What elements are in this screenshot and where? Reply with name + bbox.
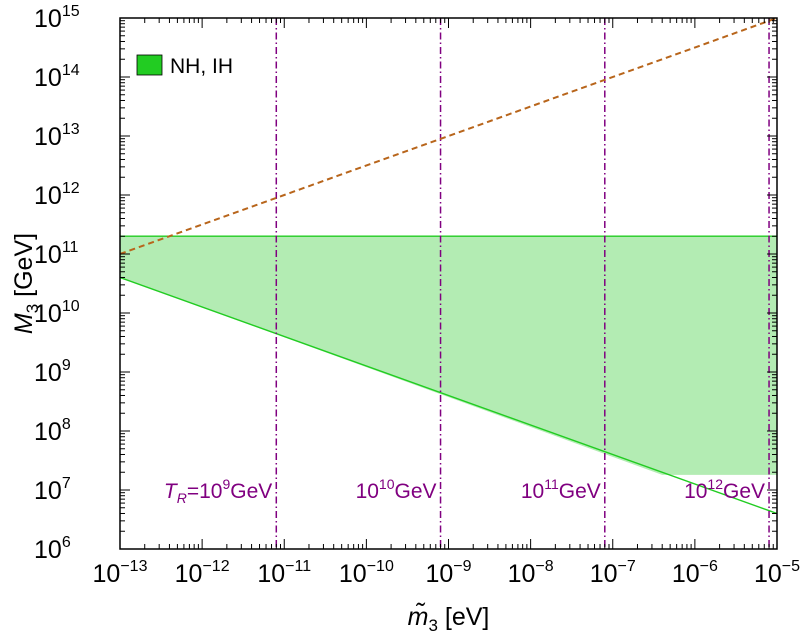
tick-labels: 10−13 10−12 10−11 10−10 10−9 10−8 10−7 10−6 10−5… (34, 3, 800, 588)
x-tick-label-4: 10−9 (425, 558, 471, 588)
x-tick-label-0: 10−13 (93, 558, 148, 588)
axis-ticks (119, 17, 778, 550)
legend-label: NH, IH (170, 55, 233, 78)
y-tick-label-5: 1011 (34, 239, 79, 269)
region-lower-boundary (120, 276, 777, 515)
y-axis-title: M3 [GeV] (10, 233, 42, 334)
tr-label-3: 1012GeV (684, 476, 765, 503)
x-axis-title: m̃3 [eV] (408, 603, 490, 635)
y-tick-label-6: 1012 (34, 180, 80, 210)
legend: NH, IH (136, 54, 233, 78)
tr-label-0: TR=109GeV (164, 476, 272, 506)
x-tick-label-5: 10−8 (508, 558, 554, 588)
y-tick-label-2: 108 (34, 416, 71, 446)
tr-label-1: 1010GeV (356, 476, 437, 503)
legend-swatch (136, 54, 163, 76)
x-tick-label-1: 10−12 (175, 558, 230, 588)
y-tick-label-9: 1015 (34, 3, 80, 33)
y-tick-label-0: 106 (34, 534, 71, 564)
y-tick-label-8: 1014 (34, 62, 80, 92)
x-tick-label-2: 10−11 (257, 558, 311, 588)
y-tick-label-7: 1013 (34, 121, 80, 151)
plot-area: TR=109GeV 1010GeV 1011GeV 1012GeV (120, 18, 777, 549)
y-tick-label-1: 107 (34, 475, 71, 505)
y-tick-label-3: 109 (34, 357, 71, 387)
x-tick-label-8: 10−5 (754, 558, 800, 588)
allowed-region (120, 236, 777, 475)
x-tick-label-6: 10−7 (590, 558, 636, 588)
x-tick-label-7: 10−6 (672, 558, 718, 588)
tr-label-2: 1011GeV (521, 476, 601, 503)
dashed-diagonal-line (120, 18, 777, 255)
x-tick-label-3: 10−10 (339, 558, 394, 588)
y-tick-label-4: 1010 (34, 298, 80, 328)
